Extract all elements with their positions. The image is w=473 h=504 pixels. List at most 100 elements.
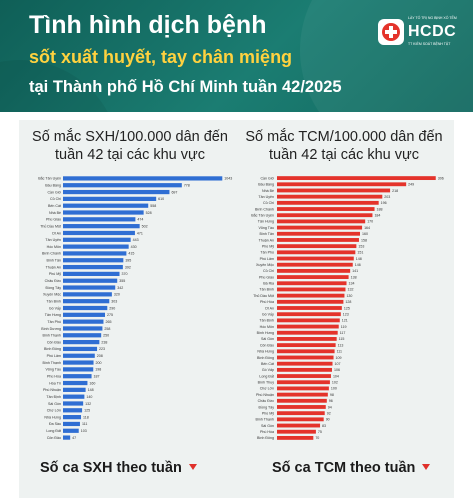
sxh-category-label: Cần Giờ <box>47 190 61 194</box>
tcm-bar <box>277 355 334 360</box>
sxh-value-label: 275 <box>107 313 113 317</box>
tcm-category-label: Bàu Bàng <box>258 183 274 187</box>
tcm-category-label: Sài Gòn <box>261 424 274 428</box>
tcm-bar <box>277 262 353 267</box>
tcm-value-label: 104 <box>333 374 339 378</box>
sxh-bar <box>63 312 105 317</box>
sxh-bar <box>63 387 86 392</box>
sxh-weekly-label: Số ca SXH theo tuần <box>40 460 197 476</box>
sxh-category-label: Tân Bình <box>46 299 61 303</box>
tcm-value-label: 100 <box>331 387 337 391</box>
tcm-value-label: 184 <box>374 214 380 218</box>
sxh-category-label: Dĩ An <box>52 231 61 235</box>
tcm-bar <box>277 244 357 249</box>
tcm-value-label: 115 <box>339 337 345 341</box>
sxh-category-label: Tân Hưng <box>45 313 61 317</box>
sxh-bar <box>63 305 108 311</box>
tcm-bar <box>277 268 351 273</box>
sxh-bar <box>63 251 127 256</box>
sxh-category-label: Long Đất <box>46 429 61 433</box>
tcm-bar <box>277 423 321 428</box>
trend-down-icon <box>188 464 197 470</box>
tcm-category-label: Bình Chánh <box>255 207 274 211</box>
tcm-value-label: 96 <box>329 399 333 403</box>
page-title-highlight: sốt xuất huyết, tay chân miệng <box>29 47 293 67</box>
sxh-category-label: Bình Thạnh <box>42 361 61 365</box>
tcm-category-label: Phú Lâm <box>260 257 274 261</box>
sxh-bar <box>63 237 131 242</box>
tcm-bar <box>277 287 346 292</box>
tcm-category-label: Nhà Hưng <box>257 350 274 354</box>
tcm-bar <box>277 188 391 193</box>
sxh-bar <box>63 244 129 249</box>
tcm-value-label: 153 <box>358 244 364 248</box>
tcm-category-label: Xuyên Mộc <box>256 263 274 267</box>
tcm-bar <box>277 275 349 279</box>
sxh-category-label: Thủ Dầu Một <box>40 224 61 228</box>
sxh-value-label: 132 <box>85 402 91 406</box>
tcm-value-label: 90 <box>326 418 330 422</box>
sxh-bar <box>63 217 136 222</box>
tcm-value-label: 203 <box>384 195 390 199</box>
charts-card: Số mắc SXH/100.000 dân đến tuần 42 tại c… <box>19 120 454 498</box>
tcm-category-label: Long Đất <box>259 374 274 378</box>
sxh-bar <box>63 401 84 406</box>
tcm-category-label: Dĩ An <box>265 306 274 310</box>
tcm-bar <box>277 256 354 261</box>
hcdc-logo: LÀY TỐ TRỊ NG BỊNH XỐ TẾM HCDC TT KIỂM S… <box>377 14 457 54</box>
sxh-category-label: Bình Đông <box>44 347 61 351</box>
tcm-value-label: 164 <box>364 226 370 230</box>
sxh-bar <box>63 319 104 324</box>
tcm-bar <box>277 281 347 286</box>
tcm-value-label: 75 <box>318 430 322 434</box>
tcm-weekly-text: Số ca TCM theo tuần <box>272 460 416 476</box>
tcm-category-label: Nhà Bè <box>262 189 274 193</box>
sxh-value-label: 208 <box>97 354 103 358</box>
trend-down-icon <box>422 464 431 470</box>
tcm-bar <box>277 411 325 416</box>
tcm-value-label: 106 <box>334 368 340 372</box>
tcm-bar <box>277 324 339 329</box>
tcm-bar <box>277 361 333 366</box>
sxh-value-label: 258 <box>104 327 110 331</box>
tcm-bar <box>277 435 314 440</box>
sxh-value-label: 200 <box>96 361 102 365</box>
tcm-category-label: Phú Giáo <box>259 275 274 279</box>
tcm-category-label: Hóc Môn <box>260 325 274 329</box>
sxh-bar <box>63 374 92 379</box>
sxh-value-label: 415 <box>128 252 134 256</box>
logo-subtitle: TT KIỂM SOÁT BỆNH TẬT <box>408 42 451 46</box>
sxh-value-label: 610 <box>158 197 164 201</box>
sxh-bar <box>63 346 98 352</box>
sxh-value-label: 125 <box>84 409 90 413</box>
sxh-category-label: Tân Phú <box>47 320 61 324</box>
sxh-bar <box>63 292 112 297</box>
tcm-value-label: 138 <box>351 275 357 279</box>
sxh-bar <box>63 271 120 277</box>
tcm-value-label: 119 <box>341 325 347 329</box>
tcm-bar <box>277 238 359 242</box>
tcm-category-label: Gò Vấp <box>262 368 274 372</box>
sxh-weekly-text: Số ca SXH theo tuần <box>40 460 182 476</box>
sxh-bar <box>63 189 170 195</box>
tcm-category-label: Bình Đông <box>257 356 274 360</box>
header-banner: Tình hình dịch bệnh sốt xuất huyết, tay … <box>0 0 473 112</box>
tcm-bar <box>277 293 345 298</box>
tcm-category-label: Chợ Lớn <box>260 387 274 391</box>
tcm-bar <box>277 405 326 409</box>
sxh-value-label: 103 <box>81 429 87 433</box>
sxh-bar <box>63 278 118 283</box>
sxh-value-label: 47 <box>72 436 76 440</box>
tcm-bar <box>277 386 329 391</box>
sxh-value-label: 430 <box>131 245 137 249</box>
sxh-category-label: Bình Dương <box>41 327 61 331</box>
tcm-value-label: 117 <box>340 331 346 335</box>
sxh-value-label: 160 <box>89 381 95 385</box>
tcm-value-label: 170 <box>367 220 373 224</box>
tcm-category-label: Củ Chi <box>263 269 274 273</box>
tcm-value-label: 121 <box>342 319 348 323</box>
sxh-category-label: Bắc Tân Uyên <box>38 176 61 181</box>
sxh-value-label: 187 <box>94 375 100 379</box>
sxh-category-label: Củ Chi <box>50 197 61 201</box>
